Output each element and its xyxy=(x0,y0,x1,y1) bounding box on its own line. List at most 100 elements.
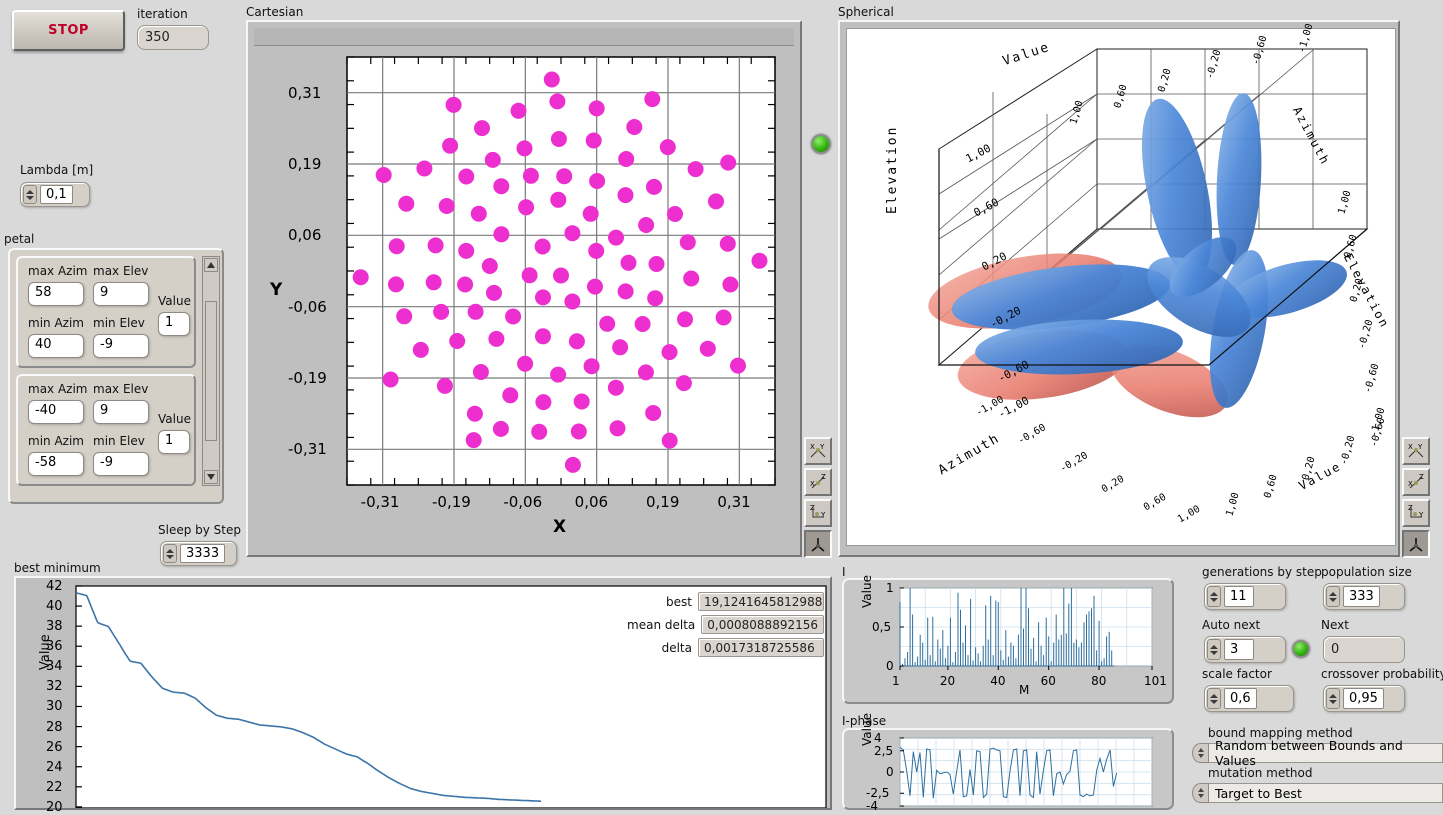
max-elev-field[interactable]: 9 xyxy=(93,282,149,306)
lambda-value[interactable]: 0,1 xyxy=(40,185,73,204)
tick-label: 28 xyxy=(46,719,63,735)
lambda-control[interactable]: 0,1 xyxy=(20,182,90,207)
tick-label: 26 xyxy=(46,739,63,755)
crossover-spinner[interactable] xyxy=(1326,688,1340,709)
isometric-view-icon[interactable] xyxy=(804,530,832,558)
tick-label: 0,06 xyxy=(288,226,322,245)
tick-label: 0 xyxy=(886,765,894,779)
max-elev-label: max Elev xyxy=(93,264,149,278)
bound-mapping-label: bound mapping method xyxy=(1208,726,1353,740)
tick-label: 42 xyxy=(46,579,63,594)
auto-next-spinner[interactable] xyxy=(1207,639,1221,660)
max-elev-field[interactable]: 9 xyxy=(93,400,149,424)
best-minimum-plot xyxy=(75,585,827,809)
best-label: best xyxy=(666,594,692,609)
bound-mapping-stepper-icon[interactable] xyxy=(1192,743,1209,763)
tick-label: 0,19 xyxy=(288,155,322,173)
crossover-control[interactable]: 0,95 xyxy=(1323,685,1405,712)
min-azim-field[interactable]: -58 xyxy=(28,452,84,476)
cartesian-graph[interactable]: 0,31 0,19 0,06 -0,06 -0,19 -0,31 -0,31 -0,19 -0… xyxy=(246,20,802,557)
tick-label: 0,31 xyxy=(288,83,322,102)
tick-label: -0,06 xyxy=(503,493,543,511)
sleep-by-step-control[interactable]: 3333 xyxy=(160,541,237,566)
sleep-spinner[interactable] xyxy=(163,544,177,563)
value-field[interactable]: 1 xyxy=(158,312,190,336)
svg-text:Y: Y xyxy=(1418,511,1424,519)
population-spinner[interactable] xyxy=(1326,586,1340,607)
min-azim-label: min Azim xyxy=(28,316,84,330)
delta-value: 0,0017318725586 xyxy=(698,638,824,657)
value-field[interactable]: 1 xyxy=(158,430,190,454)
population-control[interactable]: 333 xyxy=(1323,583,1405,610)
generations-spinner[interactable] xyxy=(1207,586,1221,607)
tick-label: 0,31 xyxy=(717,493,751,511)
min-azim-label: min Azim xyxy=(28,434,84,448)
petal-label: petal xyxy=(4,232,35,246)
scale-factor-spinner[interactable] xyxy=(1207,688,1221,709)
mutation-stepper-icon[interactable] xyxy=(1192,783,1209,803)
scale-factor-value[interactable]: 0,6 xyxy=(1224,688,1257,709)
tick-label: -0,31 xyxy=(288,440,327,459)
min-azim-field[interactable]: 40 xyxy=(28,334,84,358)
scroll-up-icon[interactable] xyxy=(204,258,218,272)
best-minimum-graph[interactable]: 42 40 38 36 34 32 30 28 26 24 22 20 Value best 19,1… xyxy=(14,576,832,815)
tick-label: 34 xyxy=(46,659,63,675)
tick-label: -0,19 xyxy=(432,493,471,511)
iteration-indicator: 350 xyxy=(137,25,209,50)
spherical-graph[interactable]: Elevation Value Azimuth Azimuth Elevatio… xyxy=(838,20,1400,557)
bound-mapping-dropdown[interactable]: Random between Bounds and Values xyxy=(1192,738,1443,768)
tick-label: 101 xyxy=(1144,674,1167,688)
tick-label: 22 xyxy=(46,779,63,795)
current-y-axis-title: Value xyxy=(860,575,874,608)
tick-label: 38 xyxy=(46,619,63,635)
iphase-graph[interactable]: 4 2,5 0 -2,5 -4 Value xyxy=(842,713,1174,813)
auto-next-control[interactable]: 3 xyxy=(1204,636,1286,663)
petal-row: max Azim -40 max Elev 9 Value 1 min Azim… xyxy=(16,374,196,486)
svg-text:X: X xyxy=(1408,480,1413,488)
scroll-down-icon[interactable] xyxy=(204,470,218,484)
sleep-by-step-label: Sleep by Step xyxy=(158,523,242,537)
min-elev-field[interactable]: -9 xyxy=(93,452,149,476)
cartesian-y-axis-title: Y xyxy=(270,280,283,300)
mutation-value[interactable]: Target to Best xyxy=(1209,783,1443,803)
min-elev-field[interactable]: -9 xyxy=(93,334,149,358)
generations-label: generations by step xyxy=(1202,565,1322,579)
generations-control[interactable]: 11 xyxy=(1204,583,1286,610)
stop-button[interactable]: STOP xyxy=(12,10,125,51)
svg-text:X: X xyxy=(1408,443,1413,451)
svg-text:X: X xyxy=(810,443,815,451)
auto-next-label: Auto next xyxy=(1202,618,1261,632)
tick-label: 40 xyxy=(990,674,1006,688)
current-graph[interactable]: 1 0,5 0 1 20 40 60 80 101 Value M xyxy=(842,575,1174,704)
mutation-dropdown[interactable]: Target to Best xyxy=(1192,783,1443,803)
tick-label: 32 xyxy=(46,679,63,695)
tick-label: 0,06 xyxy=(574,493,609,511)
max-azim-field[interactable]: 58 xyxy=(28,282,84,306)
petal-row: max Azim 58 max Elev 9 Value 1 min Azim … xyxy=(16,256,196,368)
isometric-view-icon[interactable] xyxy=(1402,530,1430,558)
tick-label: 36 xyxy=(46,639,63,655)
scale-factor-control[interactable]: 0,6 xyxy=(1204,685,1294,712)
generations-value[interactable]: 11 xyxy=(1224,586,1254,607)
max-elev-label: max Elev xyxy=(93,382,149,396)
bound-mapping-value[interactable]: Random between Bounds and Values xyxy=(1209,738,1443,768)
lambda-spinner[interactable] xyxy=(23,185,37,204)
tick-label: -2,5 xyxy=(866,786,890,801)
crossover-value[interactable]: 0,95 xyxy=(1343,688,1384,709)
population-value[interactable]: 333 xyxy=(1343,586,1380,607)
petal-scrollbar[interactable] xyxy=(202,256,220,486)
auto-next-value[interactable]: 3 xyxy=(1224,639,1254,660)
max-azim-field[interactable]: -40 xyxy=(28,400,84,424)
scrollbar-thumb[interactable] xyxy=(205,301,217,441)
sleep-value[interactable]: 3333 xyxy=(180,544,226,563)
tick-label: 2,5 xyxy=(874,743,894,758)
svg-text:Y: Y xyxy=(1417,443,1423,451)
